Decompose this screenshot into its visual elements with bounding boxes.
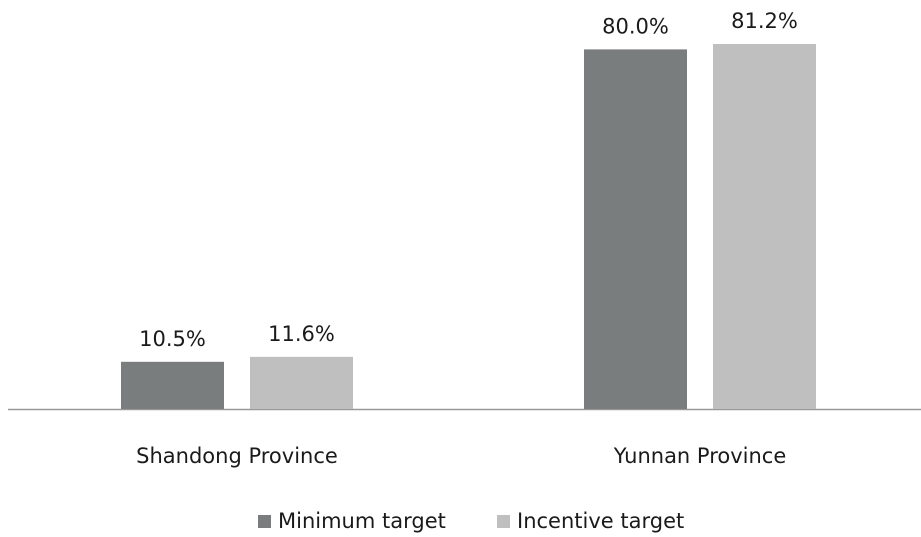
bar — [713, 44, 816, 409]
x-tick-label: Yunnan Province — [613, 444, 787, 468]
legend-label: Minimum target — [278, 509, 446, 533]
data-label: 81.2% — [731, 9, 798, 33]
data-label: 80.0% — [602, 14, 669, 38]
bar — [121, 361, 224, 409]
legend-label: Incentive target — [517, 509, 684, 533]
data-label: 10.5% — [139, 327, 206, 351]
bar — [250, 356, 353, 409]
data-label: 11.6% — [268, 322, 335, 346]
legend-swatch — [258, 515, 271, 528]
x-tick-label: Shandong Province — [136, 444, 338, 468]
legend-swatch — [497, 515, 510, 528]
bar — [584, 49, 687, 409]
